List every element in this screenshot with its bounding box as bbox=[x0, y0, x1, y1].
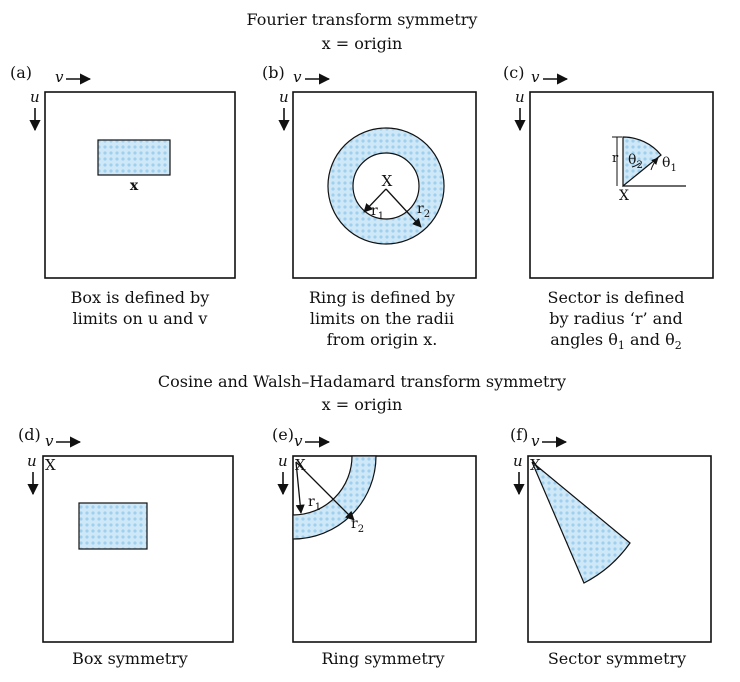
r2-label: r2 bbox=[417, 201, 430, 220]
fourier-subtitle: x = origin bbox=[322, 34, 403, 53]
caption-line: Ring is defined by bbox=[309, 288, 455, 307]
v-axis-label: v bbox=[531, 432, 540, 450]
r1-label: r1 bbox=[308, 494, 321, 513]
u-axis-label: u bbox=[27, 452, 37, 470]
caption-line: from origin x. bbox=[327, 330, 438, 349]
panel-f: (f) v u X Sector symmetry bbox=[510, 425, 712, 668]
theta1-label: θ1 bbox=[662, 155, 677, 174]
frequency-plane bbox=[292, 91, 477, 279]
r2-arrow bbox=[385, 188, 422, 228]
caption: Sector symmetry bbox=[548, 649, 686, 668]
caption-line: Sector is defined bbox=[548, 288, 685, 307]
cosine-title: Cosine and Walsh–Hadamard transform symm… bbox=[158, 372, 566, 391]
sector-region bbox=[531, 461, 631, 584]
origin-marker: x bbox=[130, 178, 139, 194]
caption: Box symmetry bbox=[72, 649, 188, 668]
panel-tag: (e) bbox=[272, 425, 294, 444]
origin-marker: X bbox=[295, 456, 306, 474]
theta2-label: θ2 bbox=[628, 152, 643, 171]
ring-region bbox=[292, 455, 377, 540]
v-axis-label: v bbox=[293, 68, 302, 86]
panel-tag: (b) bbox=[262, 63, 285, 82]
frequency-plane bbox=[527, 455, 712, 643]
panel-c: (c) v u r θ2 θ1 X Sector is defined by r… bbox=[503, 63, 714, 352]
panel-e: (e) v u X r1 r2 Ring symmetry bbox=[272, 425, 477, 668]
panel-tag: (c) bbox=[503, 63, 524, 82]
v-axis-label: v bbox=[55, 68, 64, 86]
v-axis-label: v bbox=[294, 432, 303, 450]
origin-marker: X bbox=[382, 172, 393, 190]
radius-label: r bbox=[612, 151, 619, 166]
caption-line: limits on the radii bbox=[310, 309, 454, 328]
frequency-plane bbox=[44, 91, 236, 279]
panel-tag: (d) bbox=[18, 425, 41, 444]
caption-line: limits on u and v bbox=[73, 309, 208, 328]
caption-line: by radius ‘r’ and bbox=[549, 309, 683, 328]
r1-arrow bbox=[363, 188, 387, 213]
frequency-plane bbox=[292, 455, 477, 643]
r1-label: r1 bbox=[371, 203, 384, 222]
panel-d: (d) v u X Box symmetry bbox=[18, 425, 234, 668]
v-axis-label: v bbox=[531, 68, 540, 86]
u-axis-label: u bbox=[30, 88, 40, 106]
v-axis-label: v bbox=[45, 432, 54, 450]
r2-label: r2 bbox=[351, 516, 364, 535]
panel-b: (b) v u X r1 r2 Ring is defined by limit… bbox=[262, 63, 477, 349]
sector-region bbox=[622, 136, 662, 188]
ring-region bbox=[327, 127, 445, 245]
origin-marker: X bbox=[619, 188, 629, 204]
caption: Ring symmetry bbox=[322, 649, 445, 668]
frequency-plane bbox=[42, 455, 234, 643]
caption-line: Box is defined by bbox=[71, 288, 210, 307]
panel-tag: (a) bbox=[10, 63, 32, 82]
u-axis-label: u bbox=[513, 452, 523, 470]
box-region bbox=[78, 502, 148, 550]
theta2-arc bbox=[631, 162, 641, 168]
origin-marker: X bbox=[45, 456, 56, 474]
box-region bbox=[97, 139, 171, 176]
panel-tag: (f) bbox=[510, 425, 528, 444]
u-axis-label: u bbox=[278, 452, 288, 470]
u-axis-label: u bbox=[515, 88, 525, 106]
r2-arrow bbox=[295, 461, 355, 521]
frequency-plane bbox=[529, 91, 714, 279]
panel-a: (a) v u x Box is defined by limits on u … bbox=[10, 63, 236, 328]
u-axis-label: u bbox=[279, 88, 289, 106]
cosine-subtitle: x = origin bbox=[322, 395, 403, 414]
origin-marker: X bbox=[530, 456, 541, 474]
caption-line: angles θ1 and θ2 bbox=[550, 330, 682, 352]
fourier-title: Fourier transform symmetry bbox=[247, 10, 478, 29]
r1-arrow bbox=[295, 461, 305, 514]
theta1-arc bbox=[650, 157, 659, 171]
